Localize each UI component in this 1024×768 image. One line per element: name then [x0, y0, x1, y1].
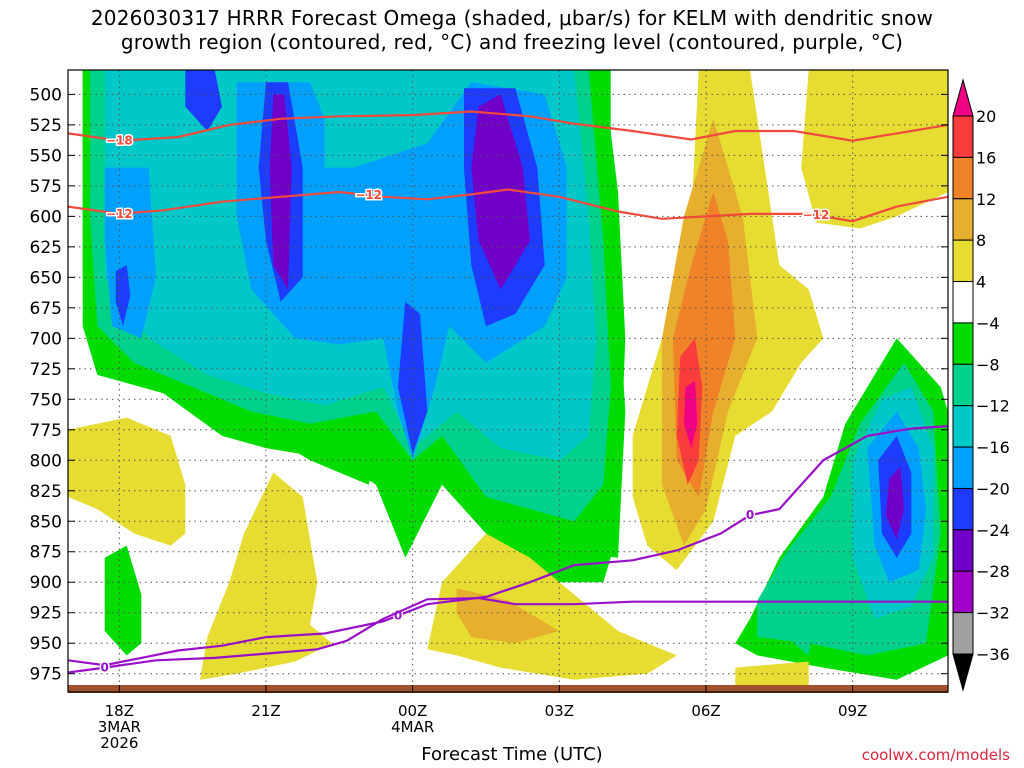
ytick-label-525: 525 [30, 116, 62, 136]
contour-label-1-1: −12 [355, 188, 382, 202]
colorbar-label-1: 16 [976, 148, 996, 167]
contour-label-0-0: −18 [106, 134, 133, 148]
chart-title-line1: 2026030317 HRRR Forecast Omega (shaded, … [90, 6, 934, 30]
ytick-label-950: 950 [30, 634, 62, 654]
colorbar-label-12: −32 [976, 604, 1010, 623]
ytick-label-675: 675 [30, 299, 62, 319]
xtick-label-0-2: 2026 [100, 734, 138, 752]
xtick-label-10-0: 09Z [838, 702, 867, 720]
omega-region-descent-sw-21 [68, 417, 186, 546]
colorbar-label-5: −4 [976, 314, 1000, 333]
colorbar-label-9: −20 [976, 479, 1010, 498]
credit-text[interactable]: coolwx.com/models [861, 746, 1010, 764]
ytick-label-575: 575 [30, 177, 62, 197]
ytick-label-925: 925 [30, 604, 62, 624]
omega-region-ascent-main-8 [269, 94, 292, 290]
colorbar-swatch-2 [952, 570, 974, 614]
contour-line-1 [68, 188, 948, 223]
omega-region-descent-s-24 [456, 588, 560, 644]
colorbar-label-3: 8 [976, 231, 986, 250]
omega-region-ascent-small-20 [104, 545, 142, 656]
colorbar-swatch-7 [952, 363, 974, 407]
ytick-label-825: 825 [30, 482, 62, 502]
colorbar-label-4: 4 [976, 273, 986, 292]
colorbar-label-6: −8 [976, 355, 1000, 374]
colorbar-swatch-11 [952, 198, 974, 241]
ytick-label-550: 550 [30, 146, 62, 166]
colorbar-label-8: −16 [976, 438, 1010, 457]
terrain-strip [68, 685, 948, 693]
xtick-label-4-0: 00Z [398, 702, 427, 720]
omega-region-ascent-main-10 [185, 70, 222, 131]
ytick-label-650: 650 [30, 268, 62, 288]
colorbar-label-0: 20 [976, 107, 996, 126]
xtick-label-0-1: 3MAR [98, 718, 141, 736]
colorbar-swatch-3 [952, 529, 974, 572]
colorbar-swatch-4 [952, 487, 974, 531]
ytick-label-600: 600 [30, 207, 62, 227]
ytick-label-700: 700 [30, 329, 62, 349]
ytick-label-875: 875 [30, 543, 62, 563]
ytick-label-725: 725 [30, 360, 62, 380]
colorbar-swatch-8 [952, 322, 974, 365]
ytick-label-775: 775 [30, 421, 62, 441]
xtick-label-4-1: 4MAR [391, 718, 434, 736]
colorbar-swatch-5 [952, 446, 974, 489]
ytick-label-900: 900 [30, 573, 62, 593]
chart-title: 2026030317 HRRR Forecast Omega (shaded, … [0, 6, 1024, 54]
ytick-label-500: 500 [30, 85, 62, 105]
colorbar-label-11: −28 [976, 562, 1010, 581]
ytick-label-750: 750 [30, 390, 62, 410]
ytick-label-800: 800 [30, 451, 62, 471]
contour-label-1-0: −12 [106, 207, 133, 221]
colorbar-label-7: −12 [976, 397, 1010, 416]
xtick-label-0-0: 18Z [105, 702, 134, 720]
colorbar-label-13: −36 [976, 645, 1010, 664]
colorbar-swatch-1 [952, 612, 974, 655]
omega-region-ascent-main-9 [471, 94, 530, 290]
ytick-label-850: 850 [30, 512, 62, 532]
contour-label-3-0: 0 [100, 661, 108, 675]
xtick-label-6-0: 03Z [545, 702, 574, 720]
plot-frame [67, 69, 949, 693]
omega-region-descent-n-29 [684, 381, 698, 449]
contour-label-1-2: −12 [803, 208, 830, 222]
x-axis-label: Forecast Time (UTC) [421, 744, 603, 765]
colorbar-swatch-13 [952, 115, 974, 158]
colorbar-swatch-12 [952, 156, 974, 200]
colorbar-top-arrow [952, 78, 974, 117]
omega-region-descent-s-23 [427, 533, 677, 680]
colorbar-swatch-9 [952, 281, 974, 324]
colorbar-swatch-10 [952, 239, 974, 283]
chart-title-line2: growth region (contoured, red, °C) and f… [120, 30, 904, 54]
contour-line-3 [68, 596, 948, 674]
colorbar-label-10: −24 [976, 521, 1010, 540]
colorbar-bottom-arrow [952, 653, 974, 692]
colorbar-label-2: 12 [976, 190, 996, 209]
colorbar-swatch-6 [952, 405, 974, 448]
xtick-label-8-0: 06Z [691, 702, 720, 720]
contour-line-0 [68, 110, 948, 142]
omega-region-descent-small-ne-31 [874, 70, 948, 119]
contour-label-2-0: 0 [394, 609, 402, 623]
xtick-label-2-0: 21Z [251, 702, 280, 720]
contour-label-2-1: 0 [746, 508, 754, 522]
omega-shading-group [68, 70, 948, 686]
ytick-label-625: 625 [30, 238, 62, 258]
contour-line-2 [68, 425, 948, 667]
ytick-label-975: 975 [30, 665, 62, 685]
omega-region-ascent-main-7 [398, 301, 428, 455]
